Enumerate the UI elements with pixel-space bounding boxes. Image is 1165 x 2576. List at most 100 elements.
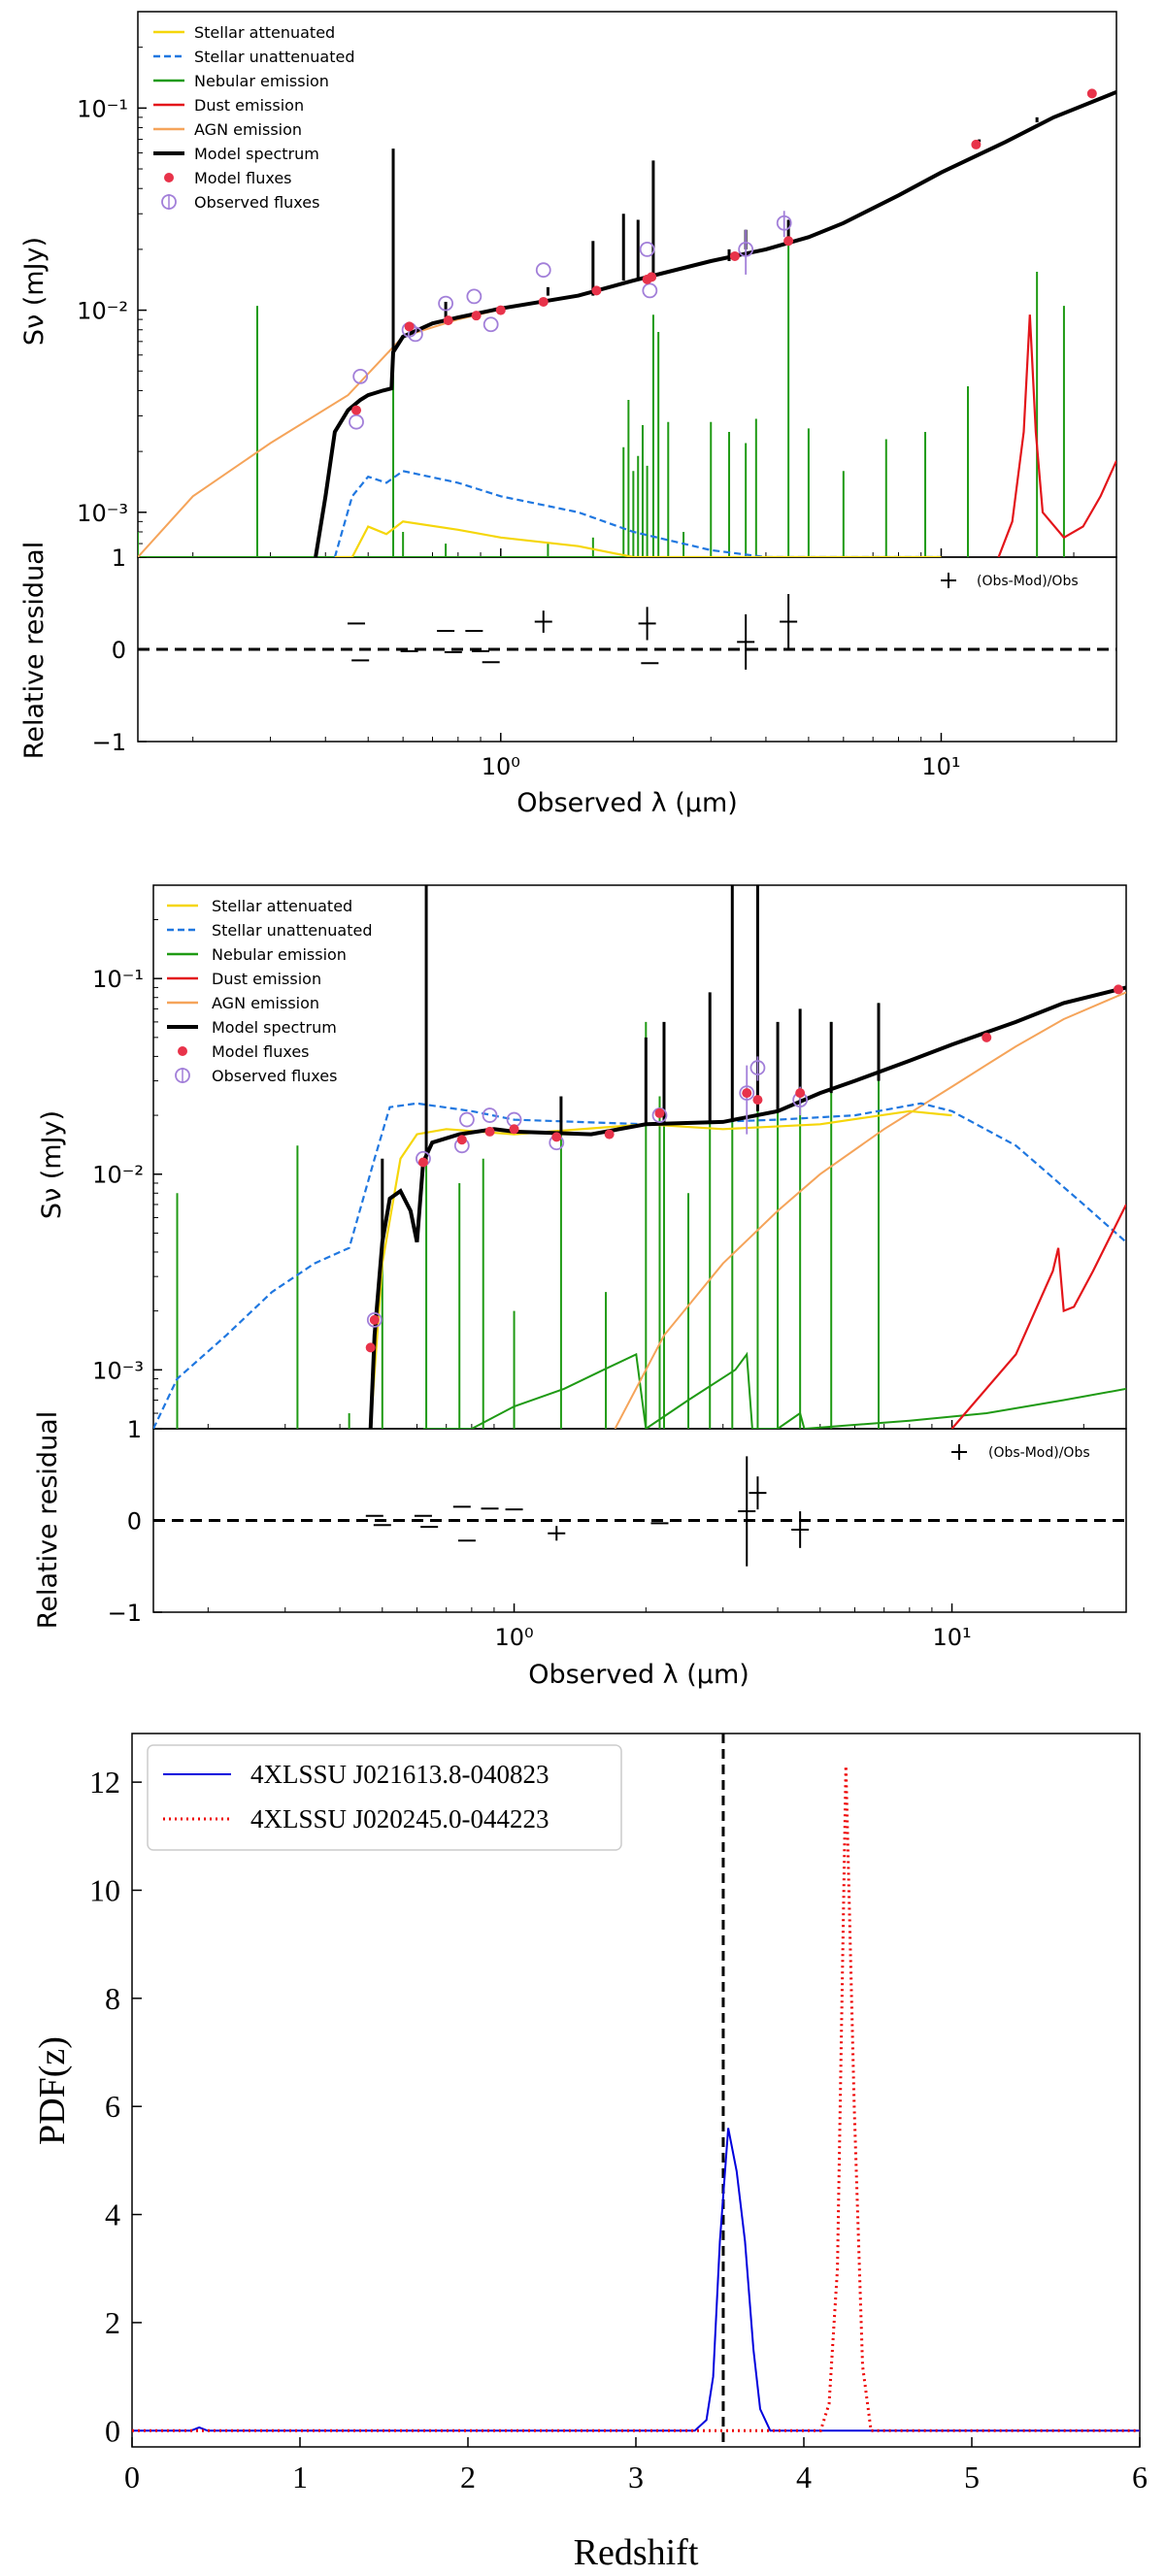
pdf-legend-label-2: 4XLSSU J020245.0-044223: [250, 1804, 549, 1833]
sed2-legend-nebular: Nebular emission: [212, 945, 347, 964]
sed1-legend-observed-fluxes: Observed fluxes: [194, 193, 319, 212]
sed2-residual-ytick-label: 0: [127, 1508, 142, 1536]
pdf-ytick-label: 10: [89, 1872, 120, 1907]
pdf-xlabel: Redshift: [574, 2532, 699, 2573]
sed1-model-flux: [1086, 88, 1097, 99]
sed2-residual-legend: (Obs-Mod)/Obs: [951, 1444, 1090, 1461]
sed1-model-flux: [971, 139, 982, 149]
sed2-observed-flux: [366, 1311, 383, 1328]
sed2-legend-observed-fluxes: Observed fluxes: [212, 1067, 337, 1085]
sed2-dust-emission: [950, 1204, 1126, 1429]
sed2-xlabel: Observed λ (μm): [528, 1660, 749, 1690]
sed2-agn-emission: [614, 991, 1126, 1429]
sed-panel-1: 10⁻³ 10⁻² 10⁻¹ 1 0 −1 10⁰ 10¹ Stellar attenuate…: [19, 11, 1117, 818]
sed2-model-flux: [365, 1342, 376, 1353]
pdf-ytick-label: 6: [105, 2089, 120, 2124]
sed1-legend-dust: Dust emission: [194, 96, 304, 115]
sed2-ytick-label: 10⁻³: [92, 1357, 144, 1384]
sed2-ticks: 10⁻³ 10⁻² 10⁻¹ 1 0 −1 10⁰ 10¹: [92, 918, 1084, 1651]
sed1-residual-ylabel: Relative residual: [19, 542, 50, 759]
sed2-model-flux: [742, 1088, 752, 1099]
sed2-model-flux: [551, 1132, 562, 1142]
sed1-model-flux: [729, 250, 740, 261]
sed1-main-frame: [137, 11, 1117, 558]
sed1-legend-model-fluxes: Model fluxes: [194, 169, 292, 187]
pdf-legend-label-1: 4XLSSU J021613.8-040823: [250, 1760, 549, 1789]
sed1-legend-stellar-attenuated: Stellar attenuated: [194, 23, 335, 42]
sed-panel-2: 10⁻³ 10⁻² 10⁻¹ 1 0 −1 10⁰ 10¹ Stellar attenuate…: [33, 884, 1127, 1690]
sed1-model-flux: [495, 305, 506, 315]
pdf-xtick-label: 4: [796, 2460, 812, 2494]
sed1-model-flux: [471, 311, 482, 321]
sed1-ytick-label: 10⁻²: [77, 298, 128, 325]
sed2-legend-swatch-model-fluxes: [178, 1046, 187, 1056]
sed2-clipped-group: [153, 885, 1126, 1429]
sed1-clipped-group: [138, 88, 1116, 557]
sed1-observed-flux: [639, 241, 655, 257]
sed2-ytick-label: 10⁻¹: [92, 966, 144, 993]
sed1-model-flux: [647, 272, 657, 282]
sed2-model-flux: [369, 1314, 380, 1325]
pdf-ytick-label: 12: [89, 1765, 120, 1800]
pdf-ytick-label: 4: [105, 2197, 120, 2232]
pdf-xtick-label: 5: [964, 2460, 980, 2494]
sed1-ytick-label: 10⁻³: [77, 500, 128, 527]
sed1-model-flux: [443, 315, 453, 326]
sed1-model-spectrum: [314, 90, 1116, 557]
sed1-xtick-label: 10⁰: [482, 753, 520, 780]
sed1-residual-ytick-label: −1: [92, 729, 126, 756]
sed1-xtick-label: 10¹: [921, 753, 960, 780]
pdf-ylabel: PDF(z): [32, 2036, 73, 2145]
sed2-observed-flux: [482, 1107, 498, 1123]
sed2-legend-stellar-unattenuated: Stellar unattenuated: [212, 921, 372, 940]
sed2-residual-ytick-label: 1: [127, 1416, 142, 1443]
sed2-xtick-label: 10¹: [932, 1624, 971, 1651]
sed1-observed-flux: [466, 288, 483, 305]
sed1-model-flux: [783, 236, 794, 247]
sed2-ylabel: Sν (mJy): [37, 1110, 67, 1219]
sed1-observed-flux: [483, 316, 499, 333]
sed1-residual-ytick-label: 1: [112, 545, 126, 572]
sed1-dust-emission: [997, 314, 1116, 557]
sed1-observed-flux: [776, 215, 792, 231]
sed2-model-flux: [456, 1135, 467, 1145]
sed1-observed-flux: [352, 368, 369, 384]
pdf-xtick-label: 6: [1132, 2460, 1148, 2494]
sed1-model-flux: [351, 405, 362, 415]
pdf-xtick-label: 3: [628, 2460, 644, 2494]
sed2-model-flux: [509, 1124, 519, 1135]
sed2-nebular-continuum: [422, 1351, 1126, 1429]
sed1-res-legend-label: (Obs-Mod)/Obs: [977, 574, 1079, 589]
pdf-xtick-label: 0: [124, 2460, 140, 2494]
sed1-legend-stellar-unattenuated: Stellar unattenuated: [194, 48, 354, 66]
sed1-residual-ytick-label: 0: [112, 637, 126, 664]
sed1-observed-flux: [438, 295, 454, 312]
sed2-model-flux: [604, 1129, 615, 1139]
sed2-observed-flux: [739, 1085, 755, 1102]
sed1-stellar-attenuated: [334, 520, 942, 557]
sed2-model-flux: [417, 1157, 428, 1168]
sed2-plot-area: [153, 885, 1126, 1567]
sed2-ytick-label: 10⁻²: [92, 1162, 144, 1189]
sed1-ticks: 10⁻³ 10⁻² 10⁻¹ 1 0 −1 10⁰ 10¹: [77, 47, 1075, 780]
sed2-model-flux: [795, 1088, 806, 1099]
pdf-legend: 4XLSSU J021613.8-040823 4XLSSU J020245.0…: [147, 1744, 622, 1851]
sed1-legend-nebular: Nebular emission: [194, 72, 329, 90]
pdf-series-red-dotted-line: [132, 1766, 1140, 2432]
sed2-legend: Stellar attenuated Stellar unattenuated …: [167, 897, 372, 1085]
sed2-model-flux: [982, 1032, 992, 1042]
sed2-legend-stellar-attenuated: Stellar attenuated: [212, 897, 352, 915]
sed2-observed-flux: [459, 1111, 475, 1128]
sed1-legend-agn: AGN emission: [194, 120, 302, 139]
sed1-observed-flux: [349, 413, 364, 430]
sed2-stellar-unattenuated: [153, 1102, 1126, 1429]
sed2-model-flux: [752, 1095, 763, 1106]
pdf-series-blue-line: [132, 2128, 1140, 2432]
sed2-residual-ytick-label: −1: [108, 1600, 142, 1627]
sed1-model-flux: [591, 285, 602, 296]
sed2-legend-dust: Dust emission: [212, 970, 321, 988]
sed2-model-flux: [654, 1107, 665, 1118]
